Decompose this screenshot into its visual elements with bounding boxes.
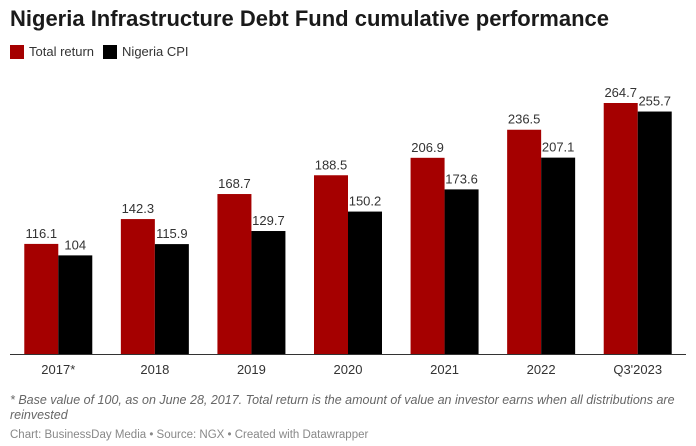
legend: Total return Nigeria CPI	[10, 44, 198, 59]
x-tick-label: 2020	[334, 362, 363, 377]
bar-cpi	[637, 111, 672, 355]
bar-total-return	[24, 243, 59, 354]
x-tick-label: 2017*	[41, 362, 75, 377]
bar-cpi	[444, 189, 479, 354]
legend-item-total-return: Total return	[10, 44, 94, 59]
bar-total-return	[120, 219, 155, 354]
legend-swatch	[10, 44, 24, 59]
bar-cpi	[348, 211, 382, 354]
legend-swatch	[103, 44, 118, 59]
credit: Chart: BusinessDay Media • Source: NGX •…	[10, 429, 369, 441]
footnote: * Base value of 100, as on June 28, 2017…	[10, 393, 675, 422]
data-label: 236.5	[508, 112, 541, 127]
x-tick-label: 2022	[527, 362, 556, 377]
bar-total-return	[410, 157, 445, 354]
bar-total-return	[507, 129, 542, 354]
x-tick-label: 2021	[430, 362, 459, 377]
bar-cpi	[154, 244, 189, 354]
bar-cpi	[58, 255, 93, 354]
bar-cpi	[541, 157, 576, 354]
data-label: 104	[64, 237, 86, 252]
data-label: 150.2	[349, 194, 382, 209]
bar-total-return	[217, 194, 252, 354]
x-tick-label: 2018	[140, 362, 169, 377]
data-label: 264.7	[604, 85, 637, 100]
x-tick-label: Q3'2023	[613, 362, 662, 377]
data-label: 116.1	[25, 226, 57, 241]
data-label: 188.5	[315, 157, 348, 172]
data-label: 168.7	[218, 176, 251, 191]
data-label: 207.1	[542, 140, 575, 155]
bar-total-return	[314, 175, 348, 354]
bar-total-return	[603, 103, 638, 354]
legend-item-cpi: Nigeria CPI	[103, 44, 189, 59]
data-label: 129.7	[252, 213, 285, 228]
chart-title: Nigeria Infrastructure Debt Fund cumulat…	[10, 6, 610, 31]
bar-cpi	[251, 231, 286, 354]
legend-label: Total return	[29, 44, 95, 59]
data-label: 142.3	[122, 201, 155, 216]
data-label: 255.7	[638, 94, 671, 109]
data-label: 173.6	[445, 171, 478, 186]
legend-label: Nigeria CPI	[122, 44, 189, 59]
x-tick-label: 2019	[237, 362, 266, 377]
data-label: 115.9	[156, 226, 188, 241]
data-label: 206.9	[411, 140, 444, 155]
